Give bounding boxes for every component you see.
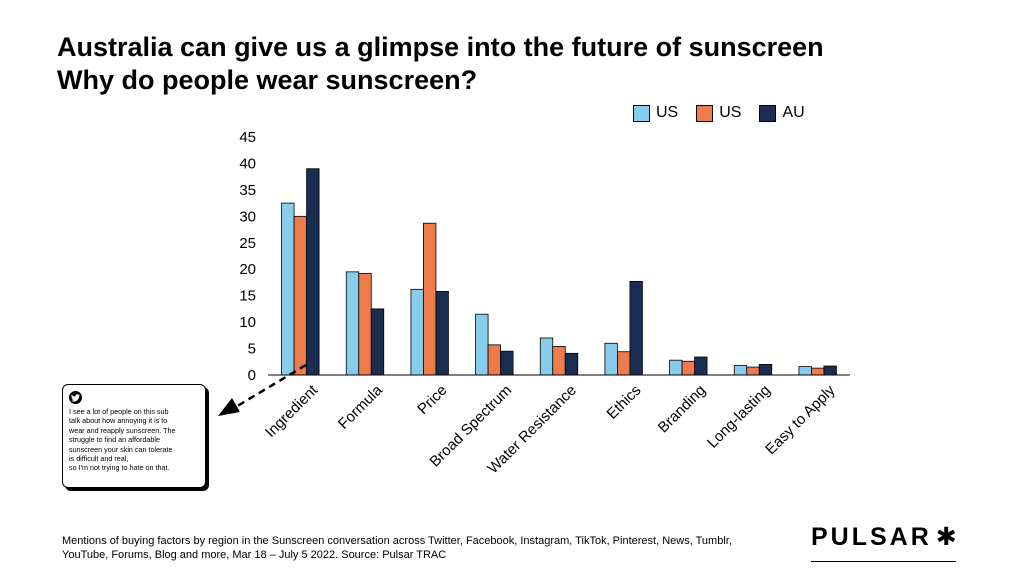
bar — [669, 359, 683, 376]
x-tick-label: Price — [414, 382, 450, 418]
y-tick-label: 45 — [239, 129, 256, 146]
x-tick-label: Easy to Apply — [762, 381, 839, 458]
arrow-head-icon — [218, 398, 240, 416]
bar — [811, 367, 825, 376]
quote-line: talk about how annoying it is to — [69, 416, 168, 426]
y-tick-label: 35 — [239, 182, 256, 199]
bar — [617, 351, 631, 376]
legend-swatch — [696, 104, 714, 122]
quote-text: I see a lot of people on this sub talk a… — [69, 407, 199, 473]
bar — [370, 308, 385, 376]
bar — [681, 360, 695, 376]
logo-text: PULSAR — [811, 522, 932, 551]
legend-label: US — [656, 104, 679, 121]
bar — [746, 366, 760, 376]
bar — [552, 346, 566, 376]
bar — [306, 168, 320, 376]
bar — [823, 365, 837, 376]
quote-line: so I'm not trying to hate on that. — [69, 463, 170, 473]
bar — [293, 215, 307, 376]
quote-line: I see a lot of people on this sub — [69, 407, 169, 416]
y-tick-label: 5 — [248, 341, 256, 358]
x-tick-label: Long-lasting — [704, 382, 774, 452]
title-line-1: Australia can give us a glimpse into the… — [57, 32, 824, 62]
y-tick-label: 20 — [239, 261, 256, 278]
bar — [604, 342, 618, 376]
footer-divider — [811, 561, 956, 562]
legend-item-au: AU — [759, 104, 805, 122]
legend-label: US — [719, 104, 742, 121]
bar — [435, 291, 449, 376]
y-tick-label: 30 — [239, 208, 256, 225]
footer-line-1: Mentions of buying factors by region in … — [62, 535, 732, 547]
footer-line-2: YouTube, Forums, Blog and more, Mar 18 –… — [62, 549, 447, 561]
bar — [475, 313, 489, 376]
bar — [798, 366, 812, 376]
asterisk-icon: ✱ — [935, 523, 960, 551]
quote-line: struggle to find an affordable — [69, 435, 160, 445]
quote-card: I see a lot of people on this sub talk a… — [62, 384, 206, 488]
bar — [539, 337, 554, 376]
legend-swatch — [633, 104, 650, 122]
bar — [281, 202, 295, 376]
legend-item-us-light: US — [633, 104, 678, 122]
bar — [564, 352, 579, 376]
bar — [500, 350, 514, 376]
bar — [629, 280, 643, 376]
bar — [423, 222, 437, 376]
y-tick-label: 15 — [239, 288, 256, 305]
bar — [694, 356, 708, 376]
footer-source: Mentions of buying factors by region in … — [62, 534, 732, 562]
bar — [410, 288, 424, 376]
title-line-2: Why do people wear sunscreen? — [57, 65, 478, 95]
y-tick-label: 40 — [239, 155, 256, 172]
bar — [758, 364, 773, 376]
x-tick-label: Branding — [655, 382, 709, 436]
y-tick-label: 0 — [248, 367, 256, 384]
twitter-icon — [69, 391, 82, 404]
legend-label: AU — [782, 104, 805, 121]
bar — [345, 271, 360, 376]
pulsar-logo: PULSAR ✱ — [811, 522, 960, 552]
legend-swatch — [759, 104, 777, 122]
quote-line: sunscreen your skin can tolerate — [69, 444, 173, 454]
dashed-arrow-line — [233, 363, 307, 410]
y-tick-label: 25 — [239, 235, 256, 252]
legend-item-us-orange: US — [696, 104, 741, 122]
bar — [358, 273, 372, 376]
legend: US US AU — [633, 104, 823, 122]
x-tick-label: Ethics — [604, 382, 645, 423]
quote-line: is difficult and real, — [69, 454, 129, 464]
y-tick-label: 10 — [239, 314, 256, 331]
bar — [733, 365, 748, 376]
bar — [487, 344, 501, 376]
quote-line: wear and reapply sunscreen. The — [69, 425, 176, 435]
x-tick-label: Ingredient — [262, 381, 322, 441]
x-tick-label: Formula — [335, 381, 386, 432]
